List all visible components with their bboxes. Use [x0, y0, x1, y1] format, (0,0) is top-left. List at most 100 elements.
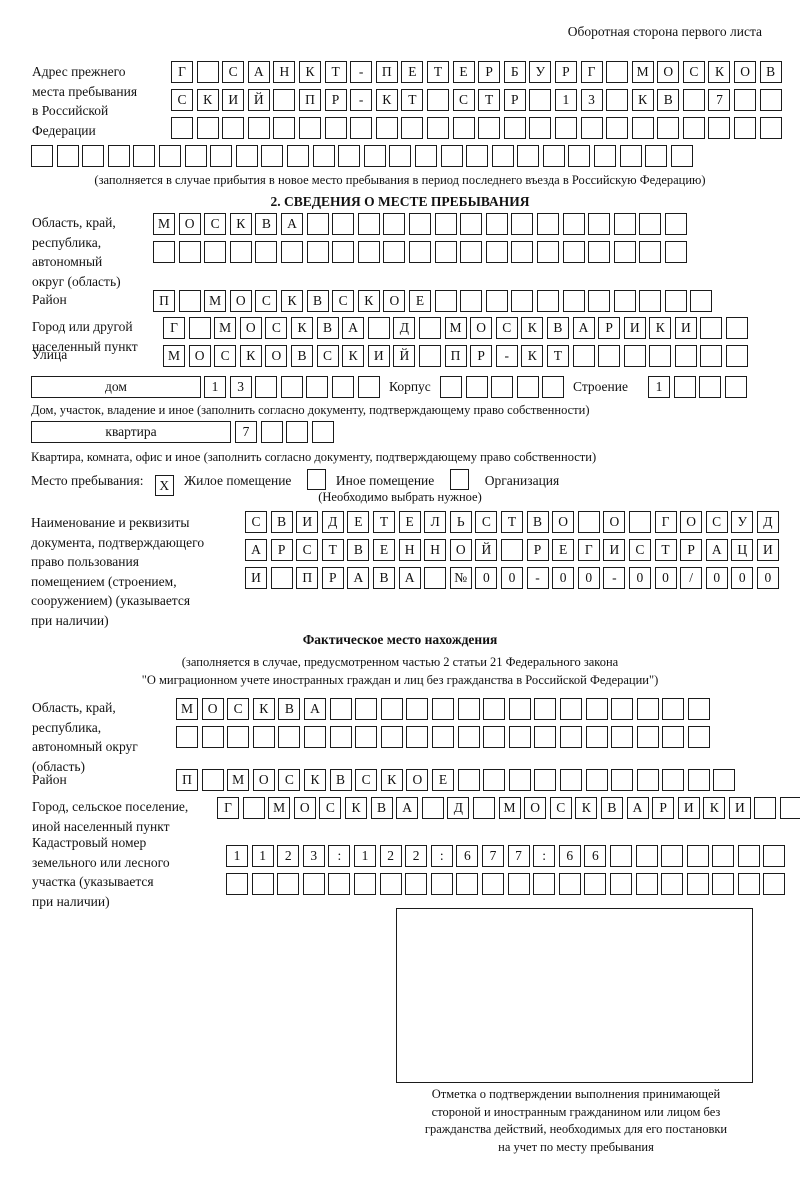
form-cell[interactable] [690, 290, 713, 312]
form-cell[interactable]: С [495, 317, 518, 339]
form-cell[interactable]: С [452, 89, 475, 111]
form-cell[interactable] [491, 376, 514, 398]
form-cell[interactable] [440, 145, 463, 167]
form-cell[interactable]: С [475, 511, 498, 533]
form-cell[interactable]: М [163, 345, 185, 367]
form-cell[interactable]: Р [526, 539, 549, 561]
document-row-3[interactable]: И П Р А В А № 0 0-0 0-0 0/0 0 0 [245, 567, 782, 589]
form-cell[interactable]: И [603, 539, 626, 561]
form-cell[interactable]: С [227, 698, 250, 720]
form-cell[interactable] [227, 726, 250, 748]
form-cell[interactable]: С [214, 345, 237, 367]
form-cell[interactable]: 1 [204, 376, 226, 398]
form-cell[interactable] [639, 241, 662, 263]
form-cell[interactable]: О [229, 290, 252, 312]
form-cell[interactable]: Т [401, 89, 424, 111]
form-cell[interactable]: В [270, 511, 293, 533]
form-cell[interactable] [737, 873, 760, 895]
form-cell[interactable]: Е [408, 290, 431, 312]
form-cell[interactable] [687, 726, 710, 748]
form-cell[interactable] [357, 241, 380, 263]
form-cell[interactable] [613, 213, 636, 235]
form-cell[interactable]: В [372, 567, 395, 589]
form-cell[interactable]: - [603, 567, 626, 589]
form-cell[interactable] [457, 726, 480, 748]
form-cell[interactable]: 6 [558, 845, 581, 867]
form-cell[interactable] [636, 769, 659, 791]
form-cell[interactable] [176, 726, 198, 748]
form-cell[interactable]: 0 [552, 567, 575, 589]
form-cell[interactable]: 0 [475, 567, 498, 589]
stay-type-checkbox-inoe[interactable] [306, 469, 326, 490]
form-cell[interactable]: С [222, 61, 245, 83]
form-cell[interactable]: Т [426, 61, 449, 83]
form-cell[interactable]: 0 [756, 567, 779, 589]
form-cell[interactable]: О [383, 290, 406, 312]
form-cell[interactable] [485, 290, 508, 312]
form-cell[interactable]: - [350, 89, 373, 111]
form-cell[interactable]: : [533, 845, 556, 867]
form-cell[interactable]: Е [552, 539, 575, 561]
confirmation-stamp-box[interactable] [396, 908, 753, 1083]
form-cell[interactable]: П [298, 89, 321, 111]
form-cell[interactable] [628, 511, 651, 533]
form-cell[interactable]: И [367, 345, 390, 367]
form-cell[interactable] [572, 345, 595, 367]
form-cell[interactable]: А [572, 317, 595, 339]
form-cell[interactable]: Е [401, 61, 424, 83]
form-cell[interactable]: С [332, 290, 355, 312]
form-cell[interactable] [606, 89, 629, 111]
form-cell[interactable] [460, 241, 483, 263]
form-cell[interactable] [611, 698, 634, 720]
form-cell[interactable] [431, 698, 454, 720]
form-cell[interactable]: Г [580, 61, 603, 83]
form-cell[interactable]: С [319, 797, 342, 819]
form-cell[interactable] [529, 89, 552, 111]
form-cell[interactable] [580, 117, 603, 139]
form-cell[interactable]: 2 [379, 845, 402, 867]
form-cell[interactable]: Р [503, 89, 526, 111]
form-cell[interactable]: О [265, 345, 288, 367]
form-cell[interactable] [511, 290, 534, 312]
form-cell[interactable]: Ь [449, 511, 472, 533]
form-cell[interactable]: Т [321, 539, 344, 561]
form-cell[interactable] [516, 376, 539, 398]
form-cell[interactable]: 3 [302, 845, 325, 867]
form-cell[interactable]: : [430, 845, 453, 867]
form-cell[interactable] [635, 873, 658, 895]
form-cell[interactable]: И [623, 317, 646, 339]
form-cell[interactable]: С [316, 345, 339, 367]
form-cell[interactable] [559, 726, 582, 748]
form-cell[interactable] [414, 145, 437, 167]
form-cell[interactable]: О [239, 317, 262, 339]
form-cell[interactable] [763, 873, 786, 895]
form-cell[interactable]: 0 [628, 567, 651, 589]
form-cell[interactable]: 6 [456, 845, 479, 867]
form-cell[interactable] [440, 376, 462, 398]
form-cell[interactable]: В [370, 797, 393, 819]
form-cell[interactable] [460, 290, 483, 312]
form-cell[interactable]: Т [500, 511, 523, 533]
form-cell[interactable]: В [546, 317, 569, 339]
form-cell[interactable]: Р [470, 345, 493, 367]
form-cell[interactable] [737, 845, 760, 867]
form-cell[interactable]: Р [321, 567, 344, 589]
form-cell[interactable] [606, 117, 629, 139]
form-cell[interactable] [585, 769, 608, 791]
form-cell[interactable] [619, 145, 642, 167]
form-cell[interactable] [598, 345, 621, 367]
form-cell[interactable] [255, 241, 278, 263]
form-cell[interactable]: 0 [577, 567, 600, 589]
form-cell[interactable]: Т [324, 61, 347, 83]
form-cell[interactable] [606, 61, 629, 83]
form-cell[interactable] [426, 117, 449, 139]
form-cell[interactable] [712, 873, 735, 895]
form-cell[interactable]: В [759, 61, 782, 83]
form-cell[interactable] [430, 873, 453, 895]
form-cell[interactable]: - [526, 567, 549, 589]
form-cell[interactable]: Д [393, 317, 416, 339]
form-cell[interactable]: 1 [353, 845, 376, 867]
form-cell[interactable] [661, 845, 684, 867]
form-cell[interactable] [754, 797, 777, 819]
